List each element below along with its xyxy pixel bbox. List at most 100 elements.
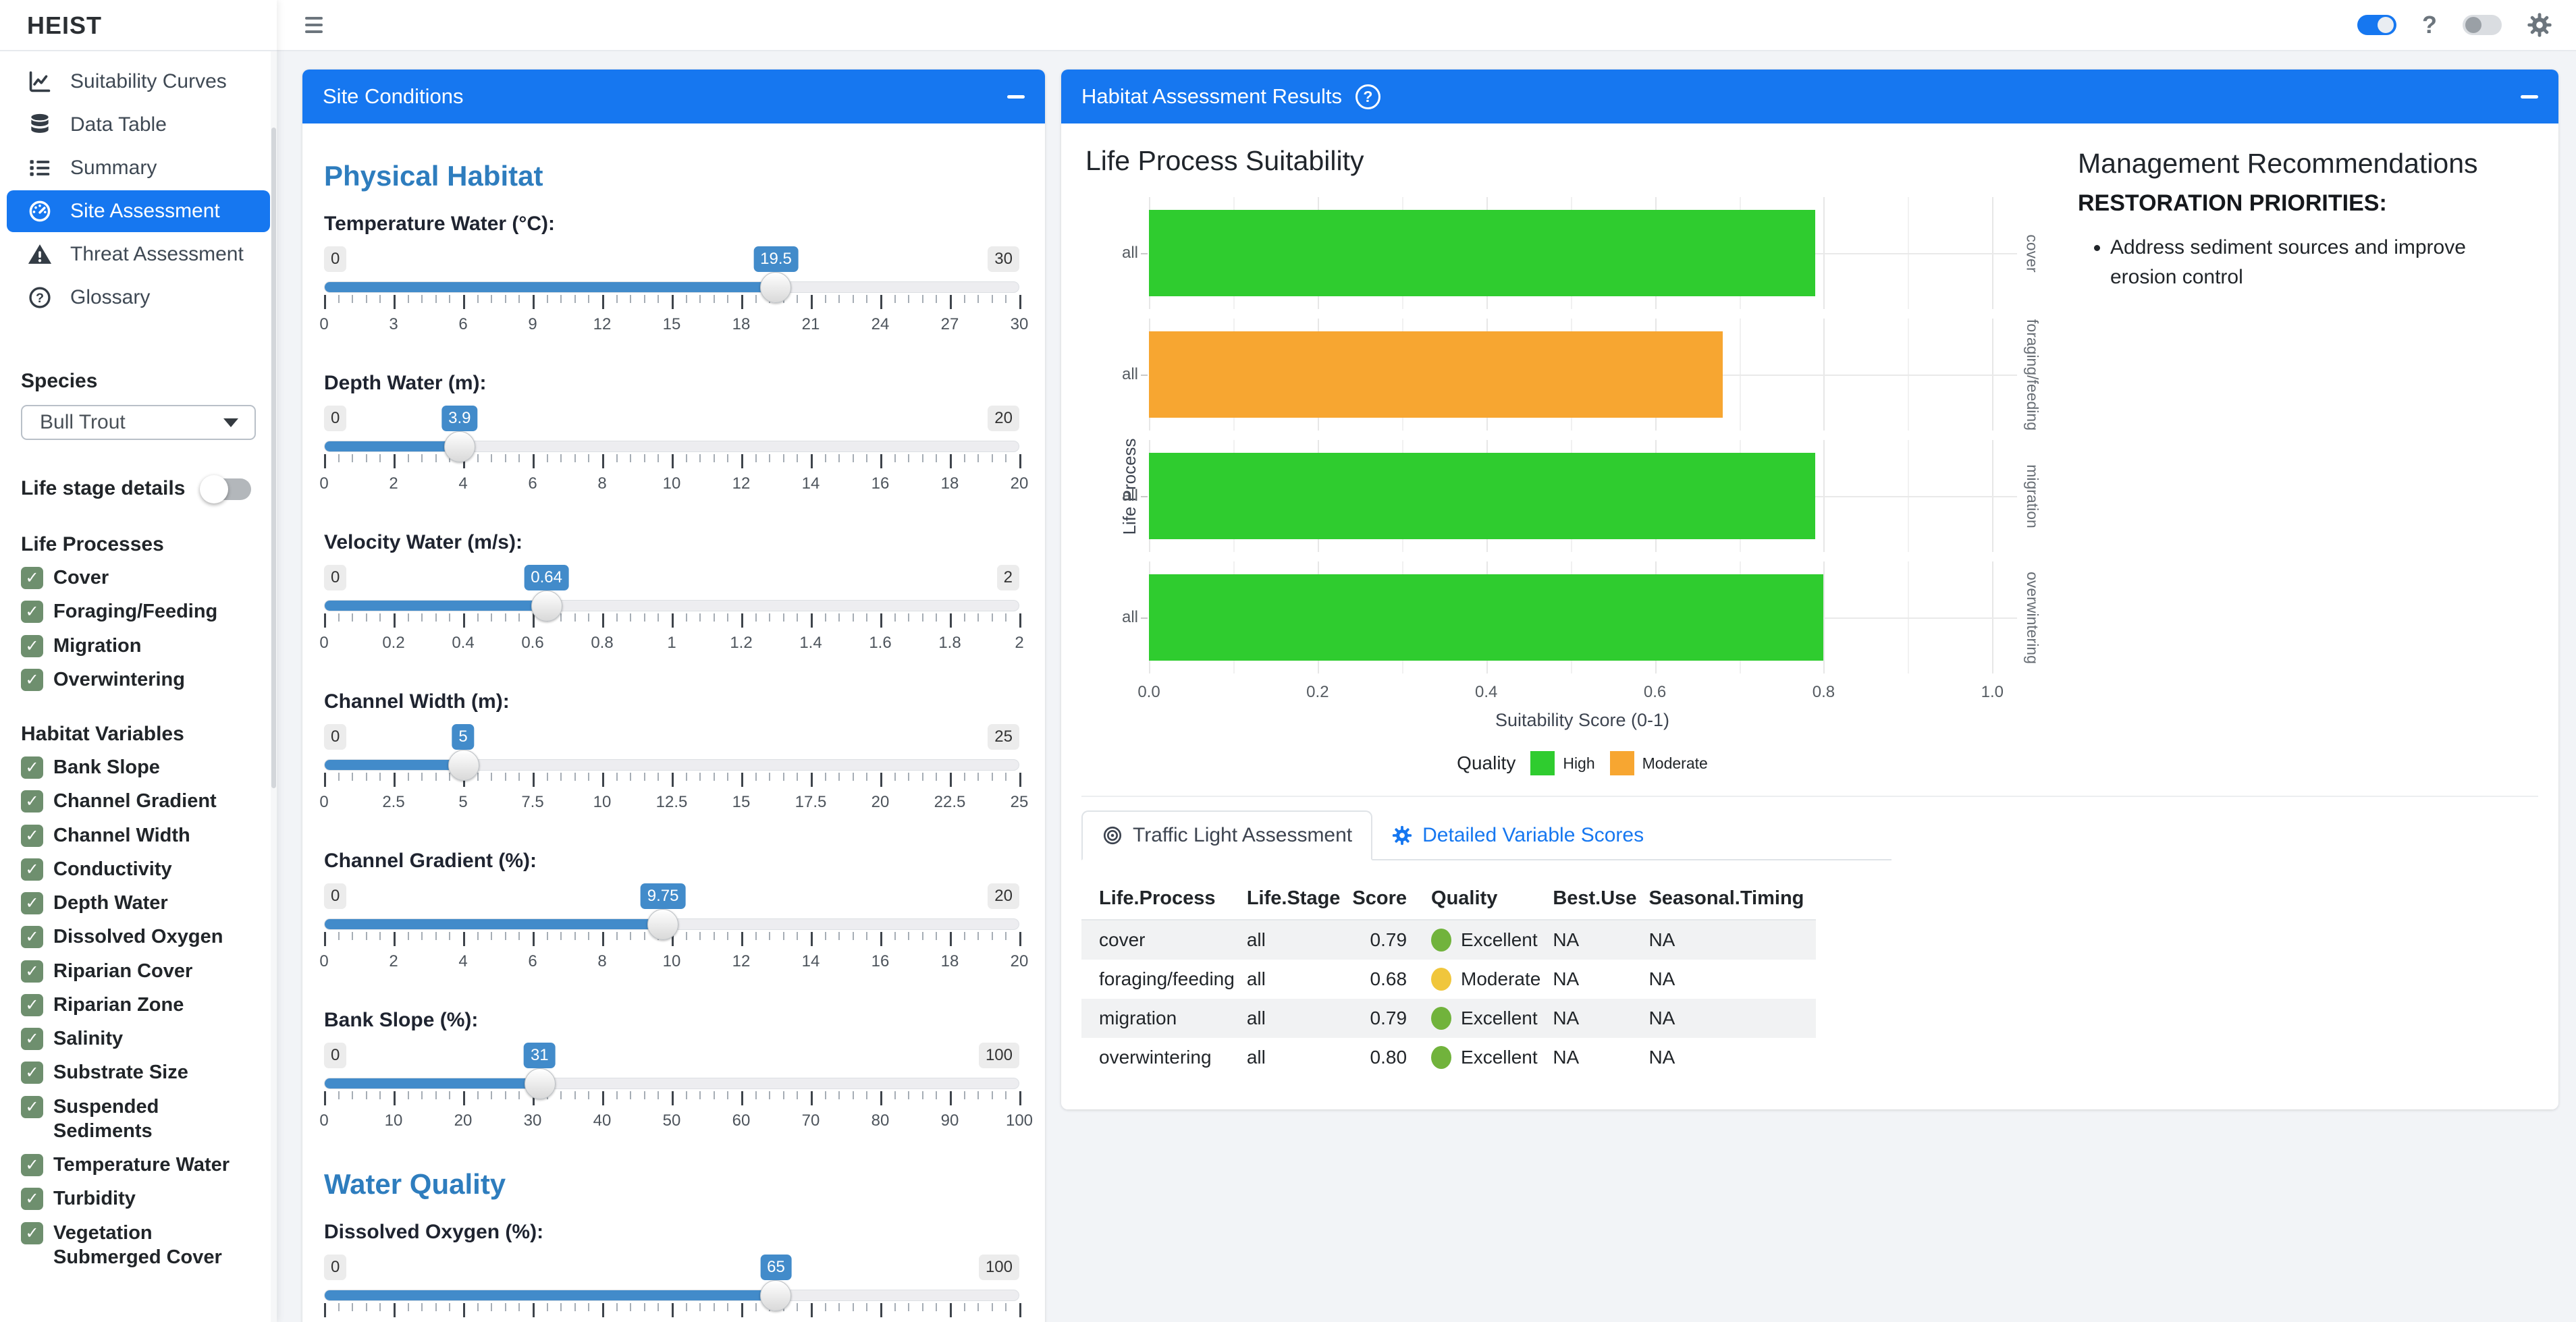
checkbox-item-substrate-size[interactable]: ✓ Substrate Size xyxy=(21,1060,256,1084)
checkbox-checked-icon[interactable]: ✓ xyxy=(21,1221,43,1244)
cell-quality: Excellent xyxy=(1431,920,1553,960)
checkbox-checked-icon[interactable]: ✓ xyxy=(21,1095,43,1118)
species-select[interactable]: Bull Trout xyxy=(21,405,256,440)
sidebar-item-data-table[interactable]: Data Table xyxy=(7,104,270,146)
slider[interactable]: 0 20 9.75 0 2 4 6 8 10 12 14 16 18 20 xyxy=(319,883,1028,986)
checkbox-item-riparian-zone[interactable]: ✓ Riparian Zone xyxy=(21,993,256,1017)
gear-icon[interactable] xyxy=(2526,11,2553,38)
slider-label: Channel Gradient (%): xyxy=(324,850,537,872)
table-row-cover[interactable]: cover all 0.79 Excellent NA NA xyxy=(1081,920,1817,960)
slider-value-label: 0.64 xyxy=(524,565,569,590)
slider-track[interactable] xyxy=(324,431,1019,462)
cell-quality: Excellent xyxy=(1431,999,1553,1038)
checkbox-checked-icon[interactable]: ✓ xyxy=(21,1062,43,1084)
slider-handle[interactable] xyxy=(760,271,792,303)
slider[interactable]: 0 20 3.9 0 2 4 6 8 10 12 14 16 18 20 xyxy=(319,406,1028,508)
checkbox-item-migration[interactable]: ✓ Migration xyxy=(21,634,256,658)
slider[interactable]: 0 30 19.5 0 3 6 9 12 15 18 21 24 27 30 xyxy=(319,246,1028,349)
slider-handle[interactable] xyxy=(448,749,479,781)
checkbox-checked-icon[interactable]: ✓ xyxy=(21,601,43,624)
slider-track[interactable] xyxy=(324,1068,1019,1099)
checkbox-item-vegetation-submerged-cover[interactable]: ✓ Vegetation Submerged Cover xyxy=(21,1221,256,1270)
slider[interactable]: 0 100 31 0 10 20 30 40 50 60 70 80 90 100 xyxy=(319,1043,1033,1145)
checkbox-checked-icon[interactable]: ✓ xyxy=(21,567,43,589)
quality-dot-icon xyxy=(1431,968,1452,991)
table-row-overwintering[interactable]: overwintering all 0.80 Excellent NA NA xyxy=(1081,1038,1816,1077)
results-header[interactable]: Habitat Assessment Results ? xyxy=(1061,70,2558,123)
slider[interactable]: 0 2 0.64 0 0.2 0.4 0.6 0.8 1 1.2 1.4 1.6 1.8 2 xyxy=(319,565,1024,667)
checkbox-item-dissolved-oxygen[interactable]: ✓ Dissolved Oxygen xyxy=(21,925,256,949)
table-row-migration[interactable]: migration all 0.79 Excellent NA NA xyxy=(1081,999,1817,1038)
checkbox-checked-icon[interactable]: ✓ xyxy=(21,824,43,847)
slider-track[interactable] xyxy=(324,1279,1019,1311)
checkbox-item-salinity[interactable]: ✓ Salinity xyxy=(21,1026,256,1051)
checkbox-item-depth-water[interactable]: ✓ Depth Water xyxy=(21,891,256,915)
column-header-life-process[interactable]: Life.Process xyxy=(1081,878,1247,920)
slider-tick-label: 4 xyxy=(458,952,468,970)
checkbox-checked-icon[interactable]: ✓ xyxy=(21,1188,43,1211)
site-conditions-header[interactable]: Site Conditions xyxy=(302,70,1045,123)
checkbox-item-conductivity[interactable]: ✓ Conductivity xyxy=(21,857,256,881)
slider[interactable]: 0 25 5 0 2.5 5 7.5 10 12.5 15 17.5 20 22.5 25 xyxy=(319,724,1028,827)
column-header-life-stage[interactable]: Life.Stage xyxy=(1246,878,1353,920)
checkbox-checked-icon[interactable]: ✓ xyxy=(21,1028,43,1050)
checkbox-checked-icon[interactable]: ✓ xyxy=(21,993,43,1016)
column-header-seasonal-timing[interactable]: Seasonal.Timing xyxy=(1648,878,1817,920)
menu-icon[interactable] xyxy=(305,17,323,33)
checkbox-label: Riparian Cover xyxy=(53,960,193,982)
checkbox-item-cover[interactable]: ✓ Cover xyxy=(21,566,256,590)
checkbox-item-overwintering[interactable]: ✓ Overwintering xyxy=(21,667,256,692)
header-primary-toggle[interactable] xyxy=(2357,15,2396,35)
life-stage-toggle[interactable] xyxy=(200,475,252,503)
checkbox-item-foraging-feeding[interactable]: ✓ Foraging/Feeding xyxy=(21,599,256,624)
checkbox-checked-icon[interactable]: ✓ xyxy=(21,926,43,949)
help-circle-icon[interactable]: ? xyxy=(1355,84,1380,109)
cell-life-process: overwintering xyxy=(1099,1047,1212,1068)
checkbox-checked-icon[interactable]: ✓ xyxy=(21,1154,43,1176)
slider-handle[interactable] xyxy=(444,431,476,462)
tab-traffic-light-assessment[interactable]: Traffic Light Assessment xyxy=(1081,810,1373,860)
collapse-icon[interactable] xyxy=(1007,94,1025,99)
checkbox-item-channel-gradient[interactable]: ✓ Channel Gradient xyxy=(21,789,256,813)
help-icon[interactable]: ? xyxy=(2422,11,2437,38)
slider-handle[interactable] xyxy=(647,908,679,940)
column-header-best-use[interactable]: Best.Use xyxy=(1553,878,1649,920)
checkbox-checked-icon[interactable]: ✓ xyxy=(21,960,43,983)
slider-handle[interactable] xyxy=(524,1068,556,1099)
sidebar-item-suitability-curves[interactable]: Suitability Curves xyxy=(7,61,270,103)
collapse-icon[interactable] xyxy=(2521,94,2538,99)
checkbox-item-riparian-cover[interactable]: ✓ Riparian Cover xyxy=(21,959,256,983)
slider-track[interactable] xyxy=(324,590,1019,622)
checkbox-checked-icon[interactable]: ✓ xyxy=(21,756,43,779)
column-header-score[interactable]: Score xyxy=(1352,878,1432,920)
sidebar-item-glossary[interactable]: ? Glossary xyxy=(7,277,270,319)
table-row-foraging-feeding[interactable]: foraging/feeding all 0.68 Moderate NA NA xyxy=(1081,960,1816,999)
slider-track[interactable] xyxy=(324,271,1019,303)
checkbox-checked-icon[interactable]: ✓ xyxy=(21,634,43,657)
slider-min-label: 0 xyxy=(324,565,347,590)
slider-tick-label: 0.6 xyxy=(521,634,544,652)
section-heading-water-quality: Water Quality xyxy=(324,1168,506,1200)
sidebar-item-site-assessment[interactable]: Site Assessment xyxy=(7,190,270,232)
sidebar-item-summary[interactable]: Summary xyxy=(7,147,270,189)
checkbox-item-temperature-water[interactable]: ✓ Temperature Water xyxy=(21,1153,256,1177)
slider-handle[interactable] xyxy=(531,590,562,622)
checkbox-item-turbidity[interactable]: ✓ Turbidity xyxy=(21,1186,256,1211)
slider-track[interactable] xyxy=(324,908,1019,940)
slider-track[interactable] xyxy=(324,749,1019,781)
checkbox-checked-icon[interactable]: ✓ xyxy=(21,668,43,691)
sidebar-item-label: Site Assessment xyxy=(70,200,220,222)
tab-detailed-variable-scores[interactable]: Detailed Variable Scores xyxy=(1372,812,1663,859)
header-secondary-toggle[interactable] xyxy=(2463,15,2502,35)
checkbox-checked-icon[interactable]: ✓ xyxy=(21,892,43,914)
slider-handle[interactable] xyxy=(760,1279,792,1311)
sidebar-item-threat-assessment[interactable]: Threat Assessment xyxy=(7,233,270,275)
checkbox-checked-icon[interactable]: ✓ xyxy=(21,858,43,881)
checkbox-checked-icon[interactable]: ✓ xyxy=(21,790,43,813)
checkbox-item-channel-width[interactable]: ✓ Channel Width xyxy=(21,823,256,848)
sidebar-scrollbar[interactable] xyxy=(271,51,277,1322)
checkbox-item-suspended-sediments[interactable]: ✓ Suspended Sediments xyxy=(21,1095,256,1144)
checkbox-item-bank-slope[interactable]: ✓ Bank Slope xyxy=(21,755,256,779)
column-header-quality[interactable]: Quality xyxy=(1431,878,1553,920)
